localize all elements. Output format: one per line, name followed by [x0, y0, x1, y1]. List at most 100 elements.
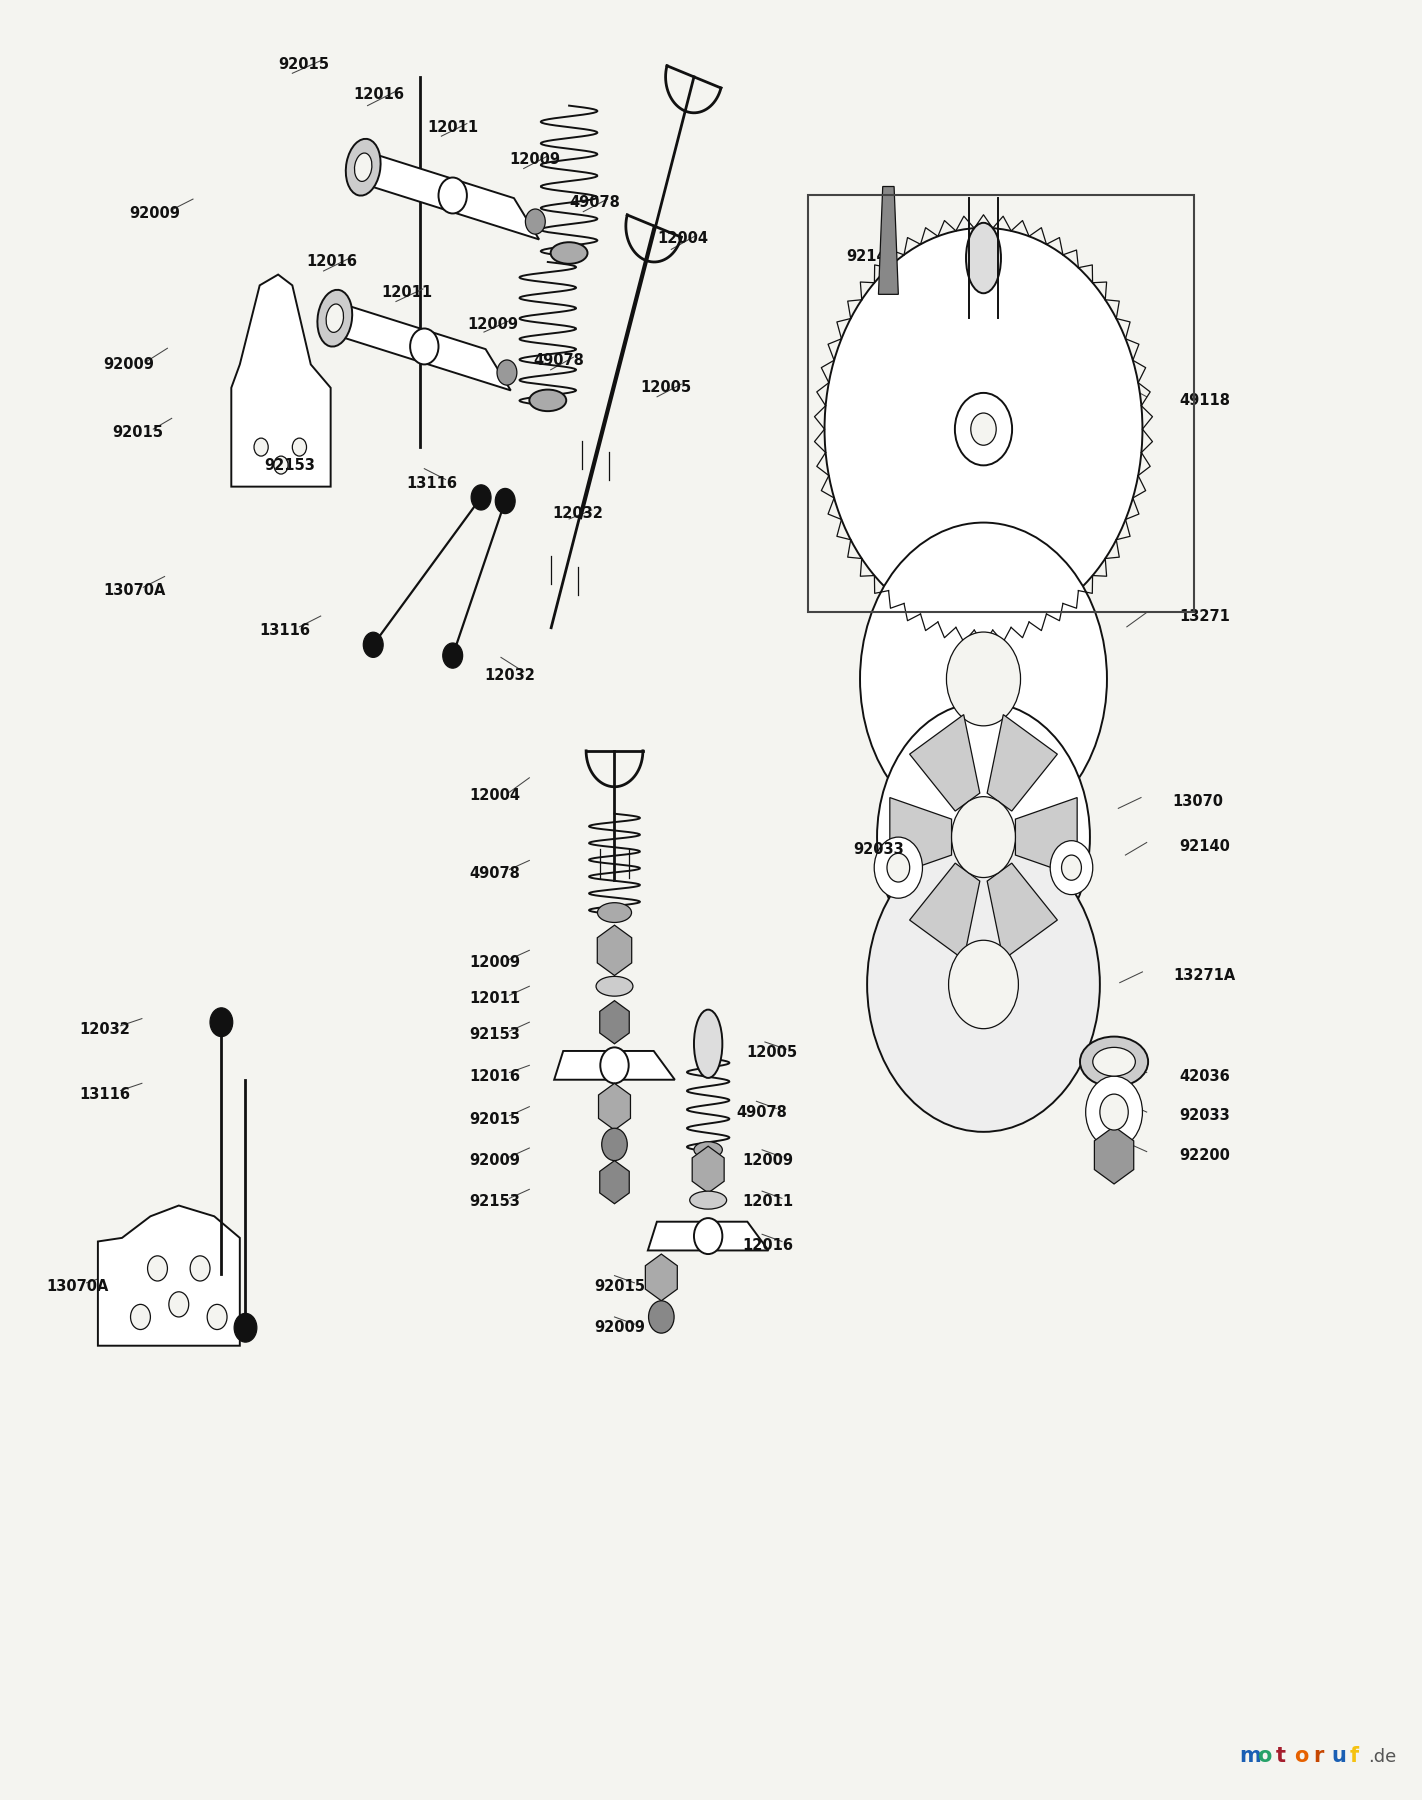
Text: r: r: [1313, 1746, 1322, 1766]
Text: 12016: 12016: [742, 1238, 793, 1253]
Polygon shape: [232, 275, 331, 486]
Circle shape: [498, 360, 516, 385]
Circle shape: [602, 1129, 627, 1161]
Circle shape: [274, 455, 289, 473]
Text: u: u: [1331, 1746, 1347, 1766]
Circle shape: [363, 632, 383, 657]
Text: 12009: 12009: [469, 956, 520, 970]
Ellipse shape: [694, 1010, 722, 1078]
Text: 12009: 12009: [466, 317, 518, 333]
Ellipse shape: [597, 902, 631, 922]
Ellipse shape: [694, 1141, 722, 1157]
Text: 92015: 92015: [112, 425, 164, 441]
Circle shape: [951, 797, 1015, 878]
Text: 12032: 12032: [483, 668, 535, 682]
Circle shape: [1062, 855, 1081, 880]
Text: 12011: 12011: [469, 992, 520, 1006]
Text: 12004: 12004: [469, 788, 520, 803]
Text: 92009: 92009: [469, 1154, 520, 1168]
Text: 49078: 49078: [533, 353, 584, 369]
Polygon shape: [331, 306, 510, 391]
Circle shape: [875, 837, 923, 898]
Text: .de: .de: [1368, 1748, 1396, 1766]
Polygon shape: [98, 1206, 240, 1346]
Ellipse shape: [317, 290, 353, 347]
Polygon shape: [555, 1051, 675, 1080]
Text: 12009: 12009: [509, 151, 560, 167]
Circle shape: [148, 1256, 168, 1282]
Bar: [808, 196, 1193, 612]
Circle shape: [1051, 841, 1092, 895]
Circle shape: [825, 229, 1142, 630]
Circle shape: [208, 1305, 228, 1330]
Text: 92140: 92140: [1179, 839, 1230, 853]
Text: 12011: 12011: [427, 119, 478, 135]
Text: 12005: 12005: [640, 380, 691, 396]
Text: 12004: 12004: [657, 230, 708, 247]
Text: 12016: 12016: [353, 88, 404, 103]
Ellipse shape: [529, 389, 566, 410]
Text: 12016: 12016: [469, 1069, 520, 1084]
Circle shape: [877, 702, 1089, 972]
Circle shape: [293, 437, 307, 455]
Polygon shape: [646, 1255, 677, 1301]
Circle shape: [648, 1301, 674, 1334]
Ellipse shape: [550, 243, 587, 265]
Polygon shape: [599, 1084, 630, 1130]
Text: 49118: 49118: [1179, 392, 1230, 409]
Text: 12009: 12009: [742, 1154, 793, 1168]
Text: 13070: 13070: [1172, 794, 1223, 808]
Polygon shape: [360, 157, 539, 239]
Circle shape: [525, 209, 545, 234]
Text: 13116: 13116: [405, 475, 456, 491]
Text: 42036: 42036: [1179, 1069, 1230, 1084]
Text: 49078: 49078: [737, 1105, 788, 1120]
Text: 13070A: 13070A: [47, 1280, 109, 1294]
Polygon shape: [879, 187, 899, 295]
Circle shape: [956, 392, 1012, 466]
Text: 92033: 92033: [853, 842, 903, 857]
Text: 13116: 13116: [80, 1087, 131, 1102]
Circle shape: [131, 1305, 151, 1330]
Polygon shape: [1015, 797, 1076, 877]
Text: 49078: 49078: [569, 194, 620, 211]
Ellipse shape: [1092, 1048, 1135, 1076]
Circle shape: [410, 328, 438, 364]
Circle shape: [947, 632, 1021, 725]
Circle shape: [1085, 1076, 1142, 1148]
Text: 12032: 12032: [552, 506, 603, 520]
Polygon shape: [987, 715, 1058, 812]
Ellipse shape: [346, 139, 381, 196]
Ellipse shape: [326, 304, 344, 333]
Text: 92015: 92015: [594, 1280, 646, 1294]
Text: 12005: 12005: [747, 1046, 798, 1060]
Ellipse shape: [966, 223, 1001, 293]
Polygon shape: [1095, 1127, 1133, 1184]
Circle shape: [860, 522, 1106, 835]
Circle shape: [191, 1256, 210, 1282]
Text: 92145: 92145: [846, 248, 897, 265]
Circle shape: [867, 837, 1099, 1132]
Text: 92153: 92153: [469, 1028, 520, 1042]
Text: 92015: 92015: [469, 1112, 520, 1127]
Polygon shape: [910, 715, 980, 812]
Polygon shape: [693, 1147, 724, 1193]
Circle shape: [438, 178, 466, 214]
Ellipse shape: [596, 976, 633, 995]
Text: 92153: 92153: [469, 1195, 520, 1210]
Text: 92009: 92009: [104, 356, 155, 373]
Ellipse shape: [690, 1192, 727, 1210]
Text: 92015: 92015: [279, 58, 328, 72]
Polygon shape: [600, 1161, 630, 1204]
Circle shape: [471, 484, 491, 509]
Polygon shape: [987, 864, 1058, 959]
Polygon shape: [597, 925, 631, 976]
Text: 13070A: 13070A: [104, 583, 166, 598]
Circle shape: [1099, 1094, 1128, 1130]
Text: 92033: 92033: [1179, 1109, 1230, 1123]
Circle shape: [210, 1008, 233, 1037]
Circle shape: [971, 412, 997, 445]
Polygon shape: [600, 1001, 630, 1044]
Polygon shape: [910, 864, 980, 959]
Text: 92009: 92009: [129, 205, 181, 221]
